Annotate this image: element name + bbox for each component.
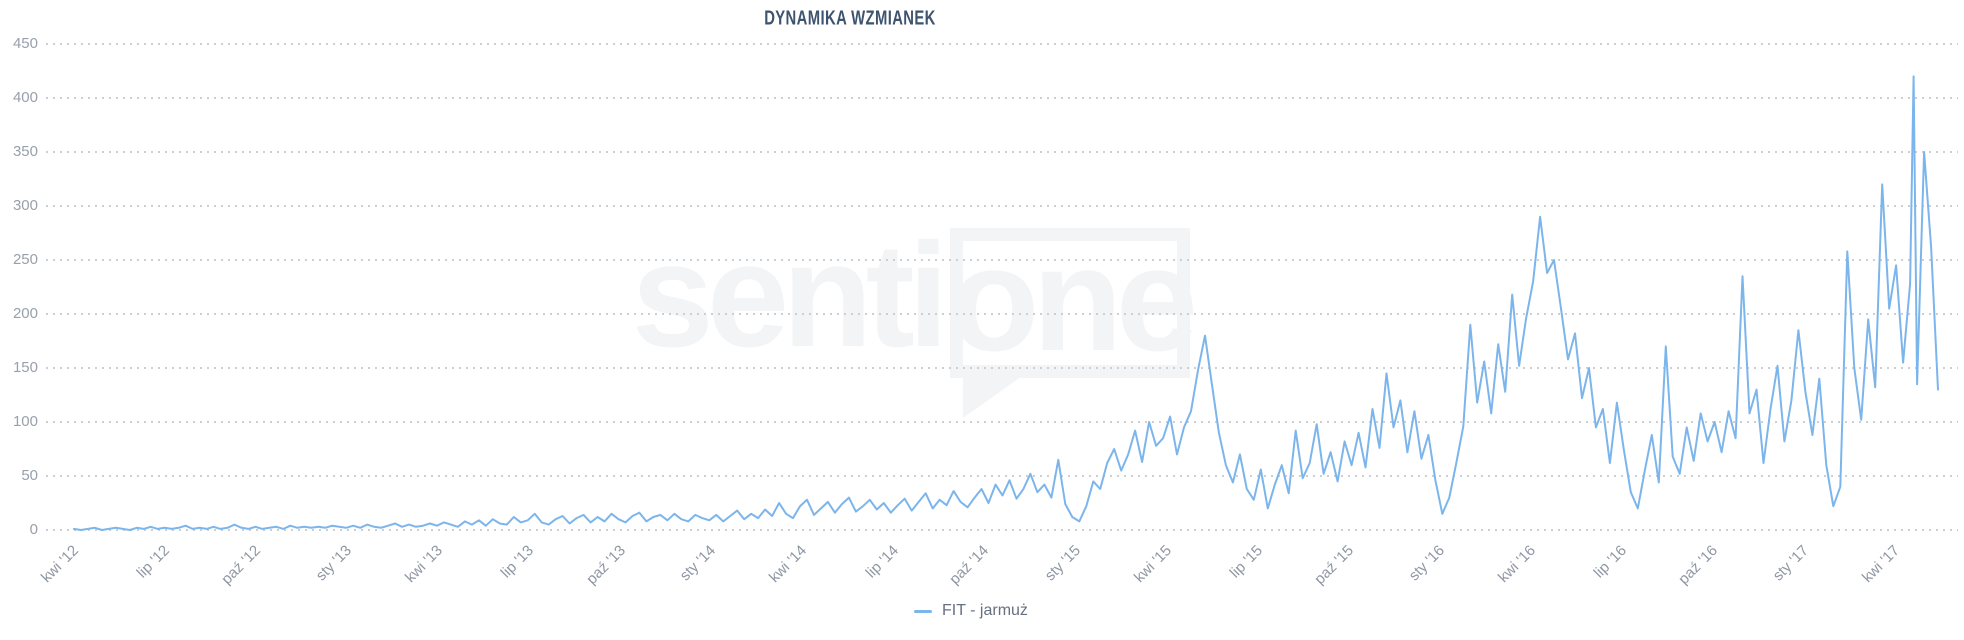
watermark-senti-text: senti bbox=[631, 213, 949, 378]
watermark-one-text: one bbox=[948, 216, 1198, 382]
watermark-speech-bubble-tail bbox=[963, 374, 1025, 418]
legend-label: FIT - jarmuż bbox=[942, 602, 1028, 619]
y-axis-label-350: 350 bbox=[12, 143, 38, 160]
legend-line-marker bbox=[914, 609, 932, 613]
gridline-y-400 bbox=[46, 97, 1958, 99]
chart-title: DYNAMIKA WZMIANEK bbox=[0, 7, 1700, 30]
y-axis-label-450: 450 bbox=[12, 35, 38, 52]
gridline-y-50 bbox=[46, 475, 1958, 477]
gridline-y-0 bbox=[46, 529, 1958, 531]
series-line-fit-jarmuz[interactable] bbox=[72, 75, 1939, 531]
y-axis-label-50: 50 bbox=[21, 467, 38, 484]
gridline-y-250 bbox=[46, 259, 1958, 261]
gridline-y-100 bbox=[46, 421, 1958, 423]
y-axis-label-400: 400 bbox=[12, 89, 38, 106]
gridline-y-350 bbox=[46, 151, 1958, 153]
y-axis-label-300: 300 bbox=[12, 197, 38, 214]
legend-item-fit-jarmuz[interactable]: FIT - jarmuż bbox=[914, 602, 1028, 620]
chart-title-text: DYNAMIKA WZMIANEK bbox=[764, 7, 936, 30]
gridline-y-150 bbox=[46, 367, 1958, 369]
y-axis-label-100: 100 bbox=[12, 413, 38, 430]
y-axis-label-0: 0 bbox=[29, 521, 38, 538]
watermark-speech-bubble: one bbox=[948, 216, 1198, 382]
gridline-y-200 bbox=[46, 313, 1958, 315]
y-axis-label-150: 150 bbox=[12, 359, 38, 376]
gridline-y-450 bbox=[46, 43, 1958, 45]
y-axis-label-250: 250 bbox=[12, 251, 38, 268]
y-axis-label-200: 200 bbox=[12, 305, 38, 322]
gridline-y-300 bbox=[46, 205, 1958, 207]
